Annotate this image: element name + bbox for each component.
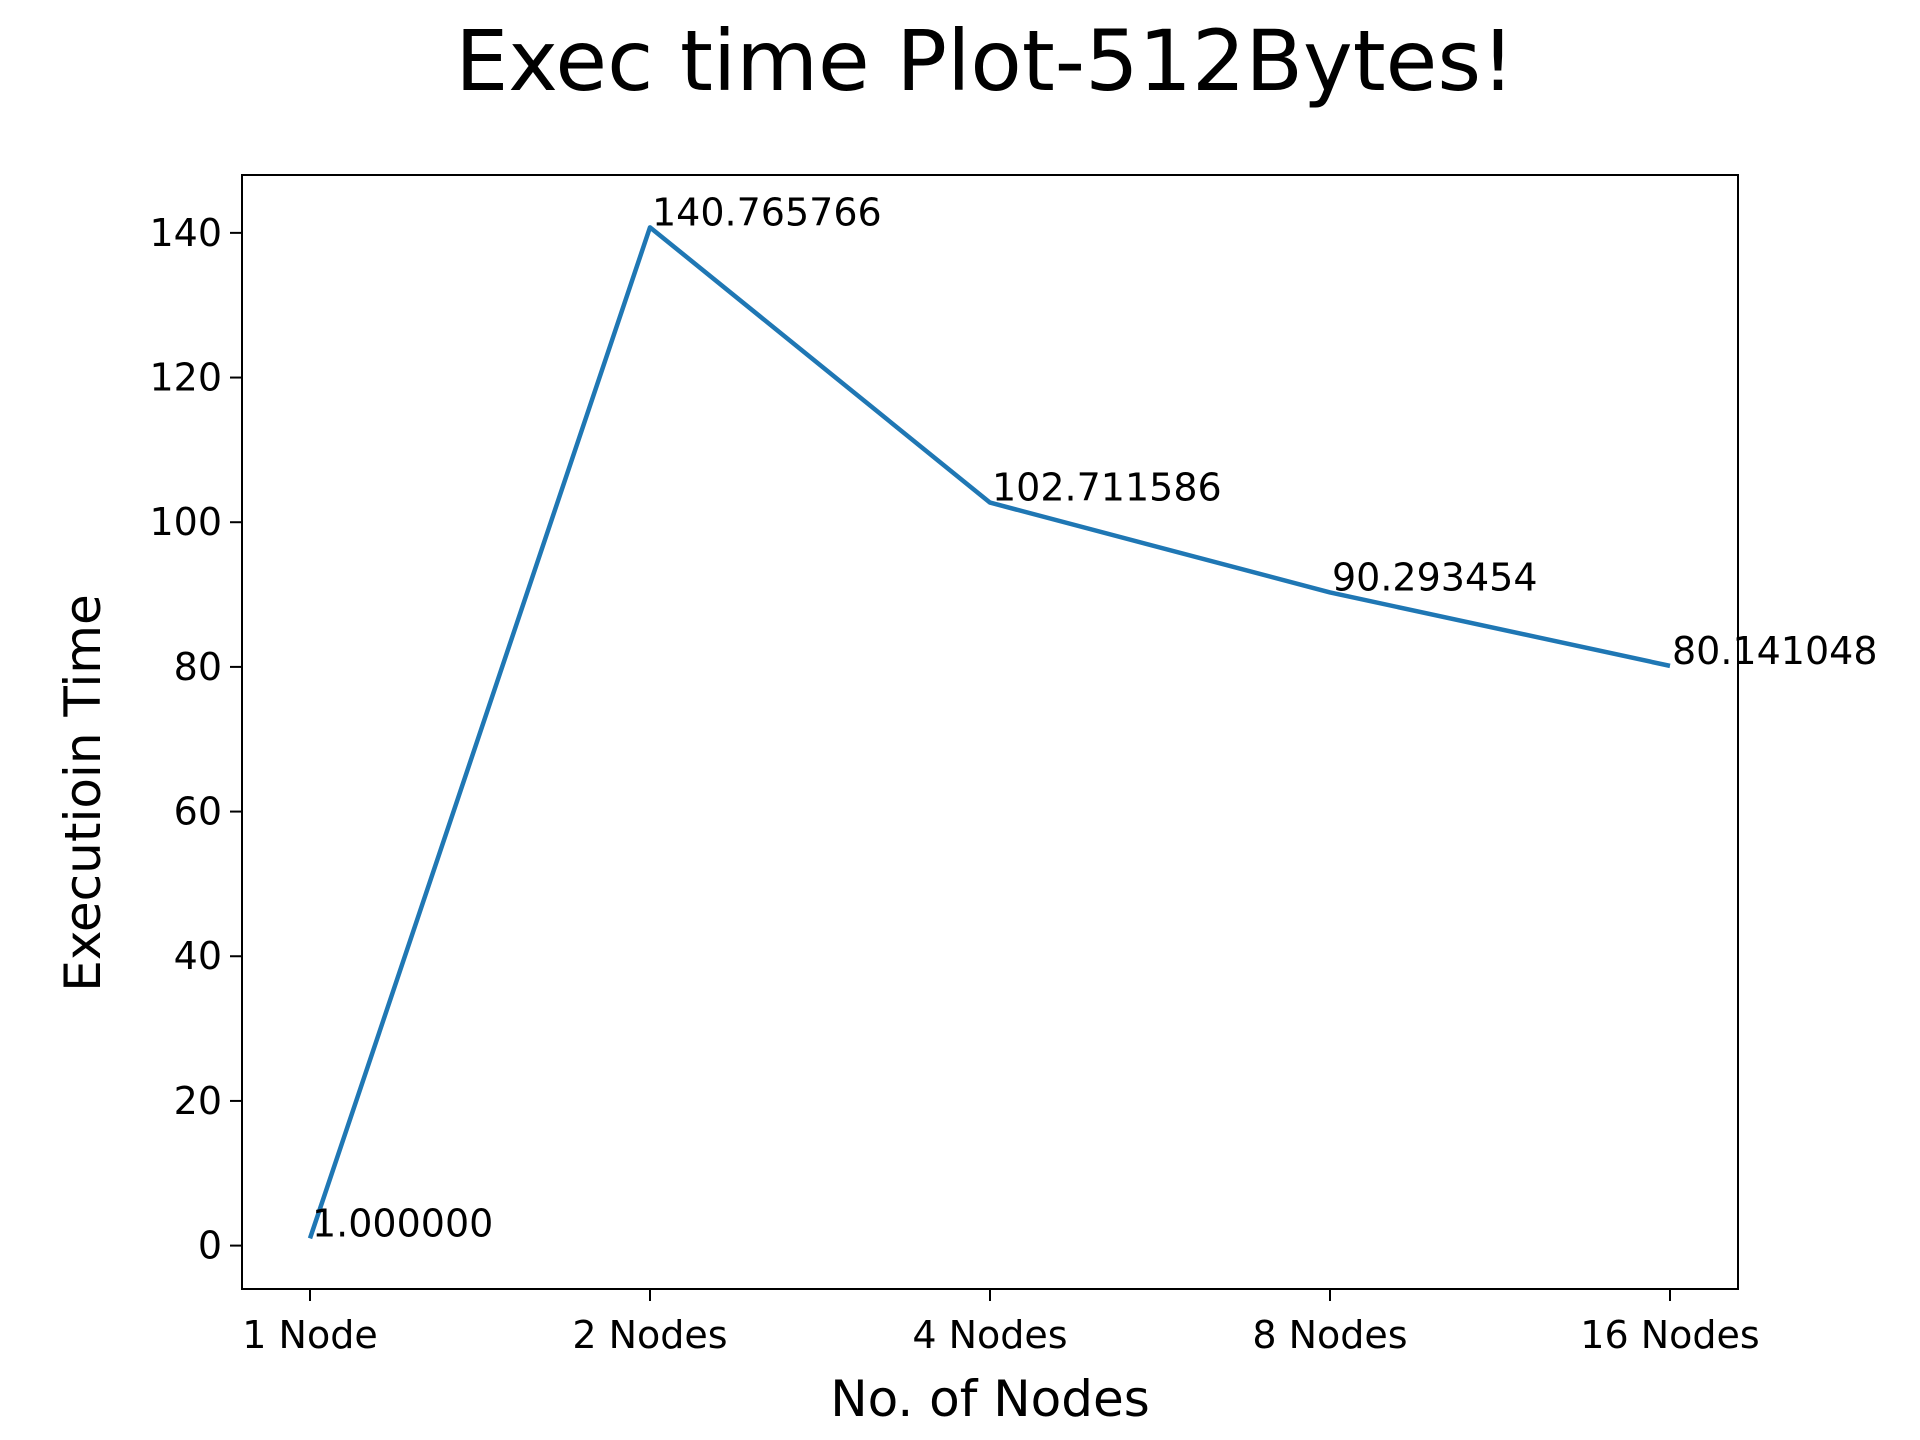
- x-axis-label: No. of Nodes: [830, 1370, 1150, 1428]
- y-tick-label: 20: [174, 1079, 222, 1123]
- y-tick-label: 40: [174, 934, 222, 978]
- plot-frame: [241, 174, 1739, 1290]
- series-line: [307, 225, 1671, 1240]
- y-tick-label: 0: [198, 1224, 222, 1268]
- x-tick-label: 16 Nodes: [1580, 1313, 1759, 1357]
- x-tick-label: 8 Nodes: [1252, 1313, 1407, 1357]
- y-axis-label: Executioin Time: [54, 594, 112, 992]
- data-label: 140.765766: [652, 190, 882, 234]
- y-tick-label: 100: [149, 500, 222, 544]
- x-tick-label: 1 Node: [242, 1313, 377, 1357]
- plot-area: 0 20 40 60 80 100 120 140 1 Node 2 Nodes 4 Nodes 8 …: [149, 174, 1878, 1357]
- data-label: 102.711586: [992, 466, 1222, 510]
- x-tick-label: 2 Nodes: [572, 1313, 727, 1357]
- y-tick-label: 120: [149, 356, 222, 400]
- data-label: 1.000000: [312, 1201, 493, 1245]
- y-tick-label: 140: [149, 211, 222, 255]
- data-label: 80.141048: [1672, 629, 1878, 673]
- x-tick-label: 4 Nodes: [912, 1313, 1067, 1357]
- y-tick-label: 80: [174, 645, 222, 689]
- y-tick-label: 60: [174, 790, 222, 834]
- chart-title: Exec time Plot-512Bytes!: [455, 12, 1515, 110]
- data-label: 90.293454: [1332, 555, 1538, 599]
